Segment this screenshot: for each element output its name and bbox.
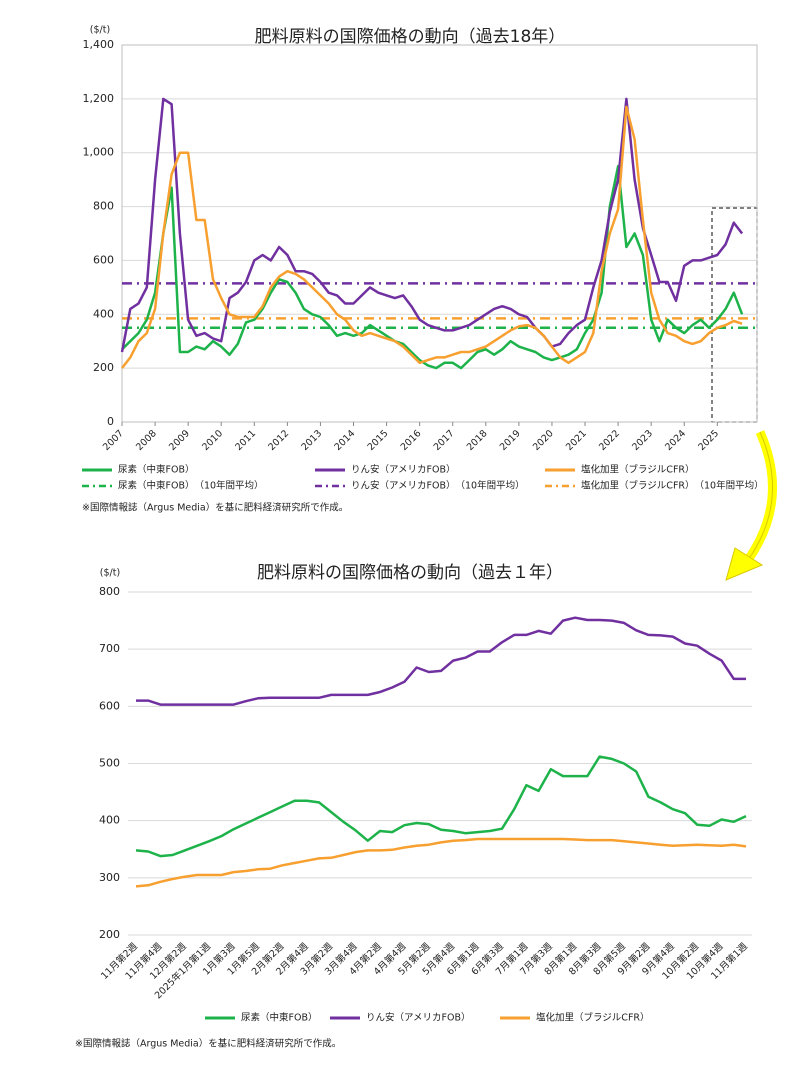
x-tick-label: 2025 xyxy=(696,428,721,453)
series-line xyxy=(136,616,746,706)
x-tick-label: 2016 xyxy=(399,428,424,453)
series-line xyxy=(121,164,744,370)
plot-frame xyxy=(121,44,758,423)
y-unit: ($/t) xyxy=(100,568,120,579)
highlight-box xyxy=(711,207,758,423)
y-tick-label: 200 xyxy=(93,361,114,374)
legend-label: りん安（アメリカFOB） xyxy=(366,1012,471,1024)
x-tick-label: 2020 xyxy=(531,428,556,453)
series-line xyxy=(121,105,743,369)
legend-label: 塩化加里（ブラジルCFR） xyxy=(581,464,695,476)
x-tick-label: 2024 xyxy=(663,428,688,453)
y-tick-label: 1,200 xyxy=(83,92,115,105)
x-tick-label: 2008 xyxy=(134,428,159,453)
x-tick-label: 2012 xyxy=(266,428,291,453)
series-line xyxy=(135,837,747,888)
y-tick-label: 1,000 xyxy=(83,146,115,159)
y-tick-label: 1,400 xyxy=(83,38,115,51)
y-tick-label: 600 xyxy=(93,253,114,266)
y-tick-label: 800 xyxy=(99,585,120,598)
legend-label: りん安（アメリカFOB） （10年間平均） xyxy=(351,480,525,492)
note: ※国際情報誌（Argus Media）を基に肥料経済研究所で作成。 xyxy=(82,502,348,514)
series-line xyxy=(120,97,744,353)
y-tick-label: 0 xyxy=(107,415,114,428)
y-tick-label: 300 xyxy=(99,871,120,884)
legend-label: 塩化加里（ブラジルCFR） xyxy=(536,1012,650,1024)
x-tick-label: 2021 xyxy=(564,428,589,453)
x-tick-label: 2011 xyxy=(233,428,258,453)
x-tick-label: 2017 xyxy=(432,428,457,453)
legend-label: 尿素（中東FOB） （10年間平均） xyxy=(118,480,264,492)
chart-title: 肥料原料の国際価格の動向（過去18年） xyxy=(255,27,566,47)
x-tick-label: 2015 xyxy=(366,428,391,453)
legend-label: 尿素（中東FOB） xyxy=(118,464,194,476)
y-tick-label: 400 xyxy=(93,307,114,320)
arrow xyxy=(744,430,777,563)
x-tick-label: 2018 xyxy=(465,428,490,453)
series-line xyxy=(135,755,747,858)
x-tick-label: 2010 xyxy=(200,428,225,453)
y-tick-label: 600 xyxy=(99,699,120,712)
arrow-edge xyxy=(747,431,773,561)
chart-title: 肥料原料の国際価格の動向（過去１年） xyxy=(257,563,563,583)
y-tick-label: 800 xyxy=(93,200,114,213)
y-unit: ($/t) xyxy=(90,25,110,36)
x-tick-label: 2022 xyxy=(597,428,622,453)
legend-label: 塩化加里（ブラジルCFR） （10年間平均） xyxy=(581,480,764,492)
legend-label: 尿素（中東FOB） xyxy=(241,1012,317,1024)
legend-label: りん安（アメリカFOB） xyxy=(351,464,456,476)
x-tick-label: 2013 xyxy=(299,428,324,453)
x-tick-label: 2023 xyxy=(630,428,655,453)
y-tick-label: 700 xyxy=(99,642,120,655)
x-tick-label: 2019 xyxy=(498,428,523,453)
y-tick-label: 400 xyxy=(99,814,120,827)
y-tick-label: 500 xyxy=(99,757,120,770)
x-tick-label: 2009 xyxy=(167,428,192,453)
x-tick-label: 2007 xyxy=(101,428,126,453)
arrow-head xyxy=(725,547,764,581)
x-tick-label: 2014 xyxy=(333,428,358,453)
note: ※国際情報誌（Argus Media）を基に肥料経済研究所で作成。 xyxy=(75,1038,341,1050)
y-tick-label: 200 xyxy=(99,928,120,941)
